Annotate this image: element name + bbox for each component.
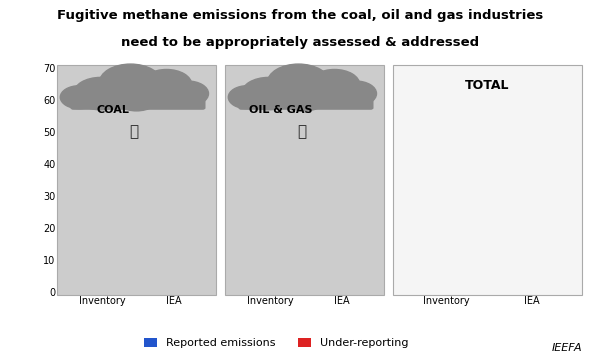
Text: COAL: COAL <box>96 105 129 115</box>
Text: Fugitive methane emissions from the coal, oil and gas industries: Fugitive methane emissions from the coal… <box>57 9 543 22</box>
Text: 33.3: 33.3 <box>520 234 544 243</box>
Text: 83%: 83% <box>453 142 478 152</box>
Text: 6.9: 6.9 <box>333 251 350 261</box>
Text: 81%: 81% <box>104 175 129 185</box>
Legend: Reported emissions, Under-reporting: Reported emissions, Under-reporting <box>139 333 413 353</box>
Text: ⛏: ⛏ <box>129 124 138 139</box>
Text: 7.6: 7.6 <box>262 274 279 284</box>
Text: 20.9: 20.9 <box>162 171 186 181</box>
Text: TOTAL: TOTAL <box>465 79 510 92</box>
Bar <box>324 267 359 292</box>
Bar <box>425 185 467 292</box>
Text: IEEFA: IEEFA <box>551 343 582 353</box>
Bar <box>511 97 553 185</box>
Text: ⛽: ⛽ <box>297 124 306 139</box>
Text: 7.6: 7.6 <box>333 274 350 284</box>
Text: 33.3: 33.3 <box>434 234 458 243</box>
Bar <box>324 246 359 267</box>
Text: 25.7: 25.7 <box>90 246 114 256</box>
Bar <box>511 185 553 292</box>
Text: 25.7: 25.7 <box>162 246 186 256</box>
Text: need to be appropriately assessed & addressed: need to be appropriately assessed & addr… <box>121 36 479 49</box>
Text: 92%: 92% <box>272 250 297 260</box>
Bar <box>156 143 191 210</box>
Text: OIL & GAS: OIL & GAS <box>249 105 313 115</box>
Text: 27.8: 27.8 <box>520 136 544 146</box>
Bar <box>85 210 120 292</box>
Bar <box>253 267 288 292</box>
Bar <box>156 210 191 292</box>
